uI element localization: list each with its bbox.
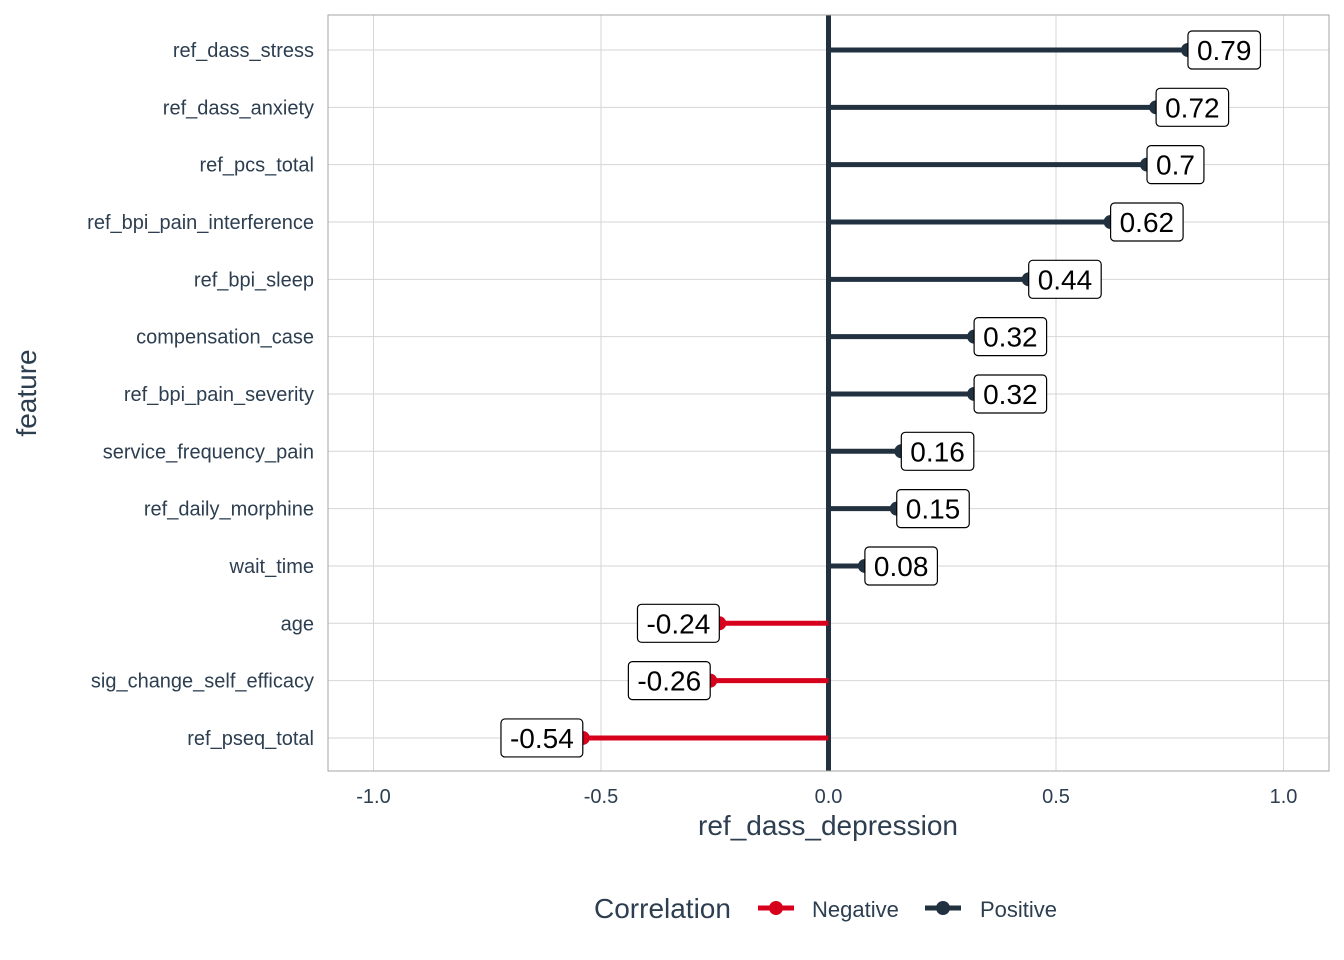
value-label-text: 0.15 — [906, 494, 961, 525]
value-labels: 0.790.720.70.620.440.320.320.160.150.08-… — [500, 30, 1262, 758]
legend-label-positive: Positive — [980, 897, 1057, 922]
lollipop-stems — [582, 47, 1188, 741]
y-tick-labels: ref_dass_stress ref_dass_anxiety ref_pcs_t… — [87, 40, 314, 750]
value-label: -0.24 — [636, 603, 720, 643]
value-label-box — [500, 718, 584, 758]
value-label-text: -0.24 — [646, 608, 710, 639]
legend-swatch-negative-point — [769, 901, 783, 915]
value-label-box — [896, 489, 970, 529]
value-label-text: 0.44 — [1038, 264, 1093, 295]
legend-item-negative: Negative — [758, 897, 899, 922]
value-label: 0.7 — [1146, 145, 1205, 185]
x-tick-label: -1.0 — [356, 786, 390, 808]
y-tick-label: wait_time — [229, 556, 314, 578]
value-label: 0.32 — [973, 317, 1048, 357]
legend-swatch-positive-point — [936, 901, 950, 915]
value-label-text: 0.79 — [1197, 35, 1252, 66]
value-label: 0.32 — [973, 374, 1048, 414]
value-label-text: 0.32 — [983, 379, 1038, 410]
value-label: 0.16 — [900, 431, 975, 471]
value-label-text: 0.7 — [1156, 150, 1195, 181]
y-tick-label: ref_pseq_total — [187, 728, 314, 750]
y-tick-label: ref_dass_anxiety — [163, 97, 314, 119]
y-tick-label: service_frequency_pain — [103, 441, 314, 463]
x-tick-label: 1.0 — [1270, 786, 1298, 808]
value-label-box — [636, 603, 720, 643]
value-label-box — [1109, 202, 1184, 242]
x-tick-labels: -1.0 -0.5 0.0 0.5 1.0 — [356, 786, 1297, 808]
value-label-box — [1155, 87, 1230, 127]
value-label-box — [1146, 145, 1205, 185]
y-tick-label: ref_bpi_pain_severity — [124, 384, 314, 406]
y-axis-title: feature — [11, 349, 42, 436]
value-label-text: 0.32 — [983, 322, 1038, 353]
value-label-text: -0.26 — [637, 666, 701, 697]
y-tick-label: ref_pcs_total — [199, 155, 314, 177]
value-label: 0.79 — [1187, 30, 1262, 70]
value-label: -0.54 — [500, 718, 584, 758]
y-tick-label: ref_daily_morphine — [144, 499, 314, 521]
value-label-box — [1028, 259, 1102, 299]
y-tick-label: age — [281, 613, 314, 635]
x-axis-title: ref_dass_depression — [698, 810, 958, 841]
y-tick-label: sig_change_self_efficacy — [91, 671, 314, 693]
value-label-text: 0.08 — [874, 551, 929, 582]
plot-panel-border — [327, 14, 1330, 772]
y-tick-label: compensation_case — [136, 327, 314, 349]
x-tick-label: -0.5 — [584, 786, 618, 808]
value-label-box — [864, 546, 939, 586]
value-label-box — [900, 431, 975, 471]
value-label: 0.44 — [1028, 259, 1102, 299]
value-label-text: 0.16 — [910, 436, 965, 467]
legend-item-positive: Positive — [925, 897, 1057, 922]
value-label: 0.72 — [1155, 87, 1230, 127]
value-label-box — [973, 317, 1048, 357]
y-tick-label: ref_bpi_pain_interference — [87, 212, 314, 234]
value-label: -0.26 — [627, 661, 711, 701]
value-label: 0.62 — [1109, 202, 1184, 242]
legend: Correlation Negative Positive — [594, 893, 1057, 924]
legend-label-negative: Negative — [812, 897, 899, 922]
value-label-box — [627, 661, 711, 701]
value-label: 0.08 — [864, 546, 939, 586]
value-label-text: 0.62 — [1120, 207, 1175, 238]
value-label-box — [973, 374, 1048, 414]
value-label: 0.15 — [896, 489, 970, 529]
value-label-box — [1187, 30, 1262, 70]
x-tick-label: 0.5 — [1042, 786, 1070, 808]
value-label-text: 0.72 — [1165, 92, 1220, 123]
y-tick-label: ref_bpi_sleep — [194, 269, 314, 291]
value-label-text: -0.54 — [510, 723, 574, 754]
y-tick-label: ref_dass_stress — [173, 40, 314, 62]
legend-title: Correlation — [594, 893, 731, 924]
x-tick-label: 0.0 — [815, 786, 843, 808]
